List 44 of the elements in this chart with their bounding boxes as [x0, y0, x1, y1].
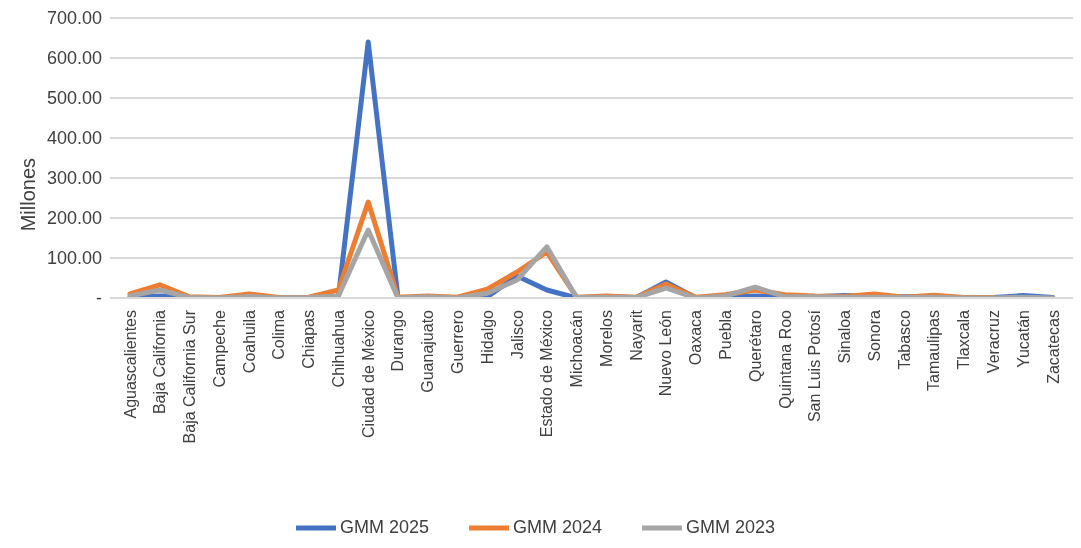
x-tick-label: Chihuahua	[329, 309, 347, 388]
x-tick-label: Estado de México	[538, 309, 556, 438]
x-tick-label: Chiapas	[300, 310, 318, 369]
y-tick-label: 200.00	[46, 208, 102, 229]
x-tick-label: Yucatán	[1014, 310, 1032, 368]
x-tick-label: Nayarit	[627, 309, 645, 361]
x-tick-label: Jalisco	[508, 309, 526, 359]
x-tick-label: Tabasco	[895, 309, 913, 370]
x-tick-label: Veracruz	[984, 310, 1002, 374]
y-tick-label: 100.00	[46, 248, 102, 269]
y-tick-label: 700.00	[46, 8, 102, 29]
x-tick-label: Aguascalientes	[121, 310, 139, 419]
y-tick-label: 600.00	[46, 48, 102, 69]
x-tick-label: Guerrero	[449, 309, 467, 375]
legend-label: GMM 2023	[686, 516, 776, 537]
y-tick-label: 400.00	[46, 128, 102, 149]
x-tick-label: Baja California	[151, 309, 169, 415]
x-tick-label: Sinaloa	[836, 309, 854, 364]
x-tick-label: Guanajuato	[419, 309, 437, 393]
x-tick-label: Oaxaca	[687, 309, 705, 366]
x-tick-label: Colima	[270, 309, 288, 360]
x-tick-label: Coahuila	[240, 309, 258, 374]
x-tick-label: Puebla	[716, 309, 734, 360]
x-tick-label: Quintana Roo	[776, 309, 794, 409]
legend-label: GMM 2024	[512, 516, 603, 537]
x-tick-label: Campeche	[210, 309, 228, 388]
x-tick-label: Morelos	[597, 310, 615, 367]
x-tick-label: Hidalgo	[478, 309, 496, 365]
x-tick-label: Michoacán	[568, 310, 586, 388]
x-tick-label: Durango	[389, 309, 407, 372]
x-tick-label: Querétaro	[746, 309, 764, 383]
x-tick-label: Ciudad de México	[359, 309, 377, 439]
y-tick-label: 300.00	[46, 168, 102, 189]
x-tick-label: Tamaulipas	[925, 310, 943, 391]
x-tick-label: Nuevo León	[657, 310, 675, 397]
x-tick-label: Sonora	[865, 309, 883, 362]
legend-label: GMM 2025	[339, 516, 429, 537]
y-axis-title: Millones	[17, 158, 40, 232]
x-tick-label: Zacatecas	[1044, 310, 1062, 384]
x-tick-label: Baja California Sur	[181, 309, 199, 444]
x-tick-label: San Luis Potosí	[806, 309, 824, 423]
x-tick-label: Tlaxcala	[955, 309, 973, 370]
y-tick-label: -	[96, 288, 102, 309]
y-tick-label: 500.00	[46, 88, 102, 109]
